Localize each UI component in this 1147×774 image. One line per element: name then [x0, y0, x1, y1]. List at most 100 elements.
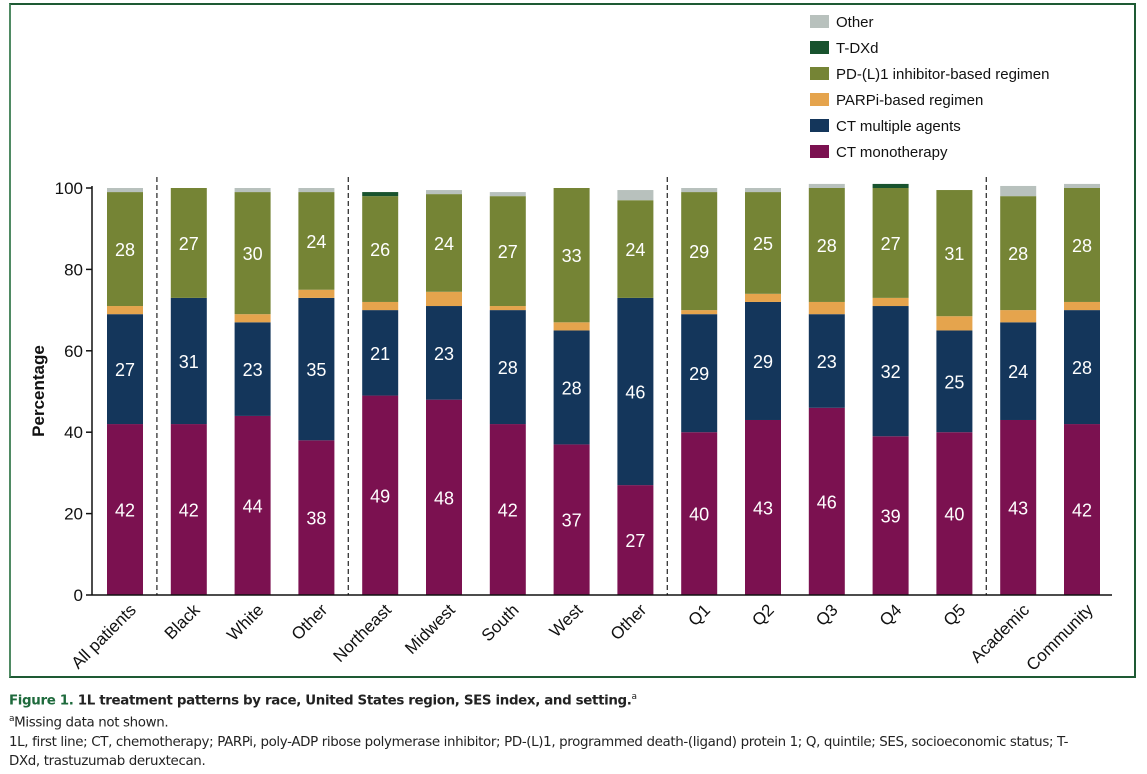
bar-segment [107, 306, 143, 315]
data-label: 24 [434, 234, 454, 254]
legend-item: PD-(L)1 inhibitor-based regimen [810, 66, 1049, 83]
x-tick-label: Northeast [329, 600, 395, 666]
data-label: 43 [753, 498, 773, 518]
bar-segment [745, 293, 781, 302]
bar-segment [553, 188, 590, 323]
y-tick-label: 100 [55, 179, 83, 198]
data-label: 46 [625, 383, 645, 403]
bar-segment [872, 183, 909, 188]
bar-segment [808, 183, 845, 188]
bar-segment [1000, 310, 1037, 323]
bar-stack: 44 23 30 [234, 188, 271, 595]
bar-segment [426, 194, 462, 292]
bar-segment [745, 301, 781, 420]
legend-label: CT monotherapy [836, 144, 948, 161]
bar-segment [298, 297, 335, 441]
bar-segment [808, 301, 845, 315]
legend-label: CT multiple agents [836, 118, 961, 135]
caption-title-line: Figure 1. 1L treatment patterns by race,… [9, 688, 1139, 710]
data-label: 27 [179, 234, 199, 254]
data-label: 28 [1008, 244, 1028, 264]
caption-abbreviations-1: 1L, first line; CT, chemotherapy; PARPi,… [9, 734, 1069, 750]
bar-segment [1000, 419, 1037, 595]
bar-segment [553, 322, 590, 331]
x-tick-label: West [546, 600, 587, 641]
bar-segment [426, 190, 462, 195]
bar-segment [298, 188, 335, 193]
bar-segment [489, 196, 526, 307]
bar-segment [362, 301, 399, 311]
bar-segment [808, 407, 845, 595]
bar-segment [681, 432, 718, 595]
data-label: 27 [625, 531, 645, 551]
x-tick-label: Q2 [748, 600, 777, 629]
legend-item: CT multiple agents [810, 118, 961, 135]
figure-caption: Figure 1. 1L treatment patterns by race,… [9, 688, 1139, 771]
data-label: 32 [881, 362, 901, 382]
bar-segment [617, 200, 654, 298]
bar-stack: 42 31 27 [170, 188, 207, 595]
legend-item: Other [810, 14, 874, 31]
legend-swatch [810, 15, 829, 28]
bar-stack: 42 28 27 [489, 192, 526, 595]
data-label: 29 [753, 352, 773, 372]
bar-stack: 39 32 27 [872, 183, 909, 595]
data-label: 28 [1072, 358, 1092, 378]
data-label: 28 [562, 378, 582, 398]
data-label: 42 [115, 501, 135, 521]
group-separators [156, 177, 987, 595]
data-label: 23 [243, 360, 263, 380]
bar-segment [617, 485, 654, 595]
x-tick-label: Other [288, 600, 332, 644]
bar-stack: 40 25 31 [936, 190, 973, 595]
bar-stack: 37 28 33 [553, 188, 590, 595]
legend-swatch [810, 145, 829, 158]
bar-segment [170, 424, 207, 595]
x-tick-label: Black [161, 600, 204, 643]
bar-segment [617, 297, 654, 486]
bar-segment [234, 188, 271, 193]
footnote-text: Missing data not shown. [14, 715, 169, 731]
data-label: 28 [817, 236, 837, 256]
data-label: 39 [881, 507, 901, 527]
data-label: 27 [881, 234, 901, 254]
bar-segment [553, 330, 590, 445]
data-label: 46 [817, 492, 837, 512]
bar-stack: 43 24 28 [1000, 185, 1037, 595]
x-tick-label: Q5 [940, 600, 969, 629]
bar-segment [1064, 188, 1100, 302]
footnote-sup: a [9, 714, 15, 725]
x-tick-label: Q4 [876, 600, 905, 629]
y-tick-label: 80 [64, 260, 83, 279]
data-label: 24 [1008, 362, 1028, 382]
bar-segment [936, 432, 973, 595]
bar-segment [107, 424, 143, 595]
data-label: 40 [689, 505, 709, 525]
x-tick-label: All patients [68, 600, 140, 672]
data-label: 25 [944, 372, 964, 392]
data-label: 25 [753, 234, 773, 254]
data-label: 28 [115, 240, 135, 260]
x-tick-label: Academic [967, 600, 1034, 667]
bar-segment [936, 316, 973, 331]
bar-segment [489, 424, 526, 595]
bar-segment [1064, 424, 1100, 595]
legend-swatch [810, 119, 829, 132]
bar-segment [681, 314, 718, 433]
data-label: 31 [179, 352, 199, 372]
bar-segment [872, 306, 909, 437]
bar-segment [107, 314, 143, 425]
x-tick-label: Midwest [401, 600, 459, 658]
bar-segment [170, 297, 207, 425]
bar-segment [1000, 196, 1037, 311]
data-label: 26 [370, 240, 390, 260]
bar-segment [553, 444, 590, 595]
bar-stack: 40 29 29 [681, 188, 718, 595]
bar-stack: 42 28 28 [1064, 183, 1100, 595]
bar-segment [489, 306, 526, 311]
bar-segment [362, 395, 399, 595]
bar-segment [872, 188, 909, 298]
data-label: 24 [625, 240, 645, 260]
legend-swatch [810, 41, 829, 54]
data-label: 30 [243, 244, 263, 264]
